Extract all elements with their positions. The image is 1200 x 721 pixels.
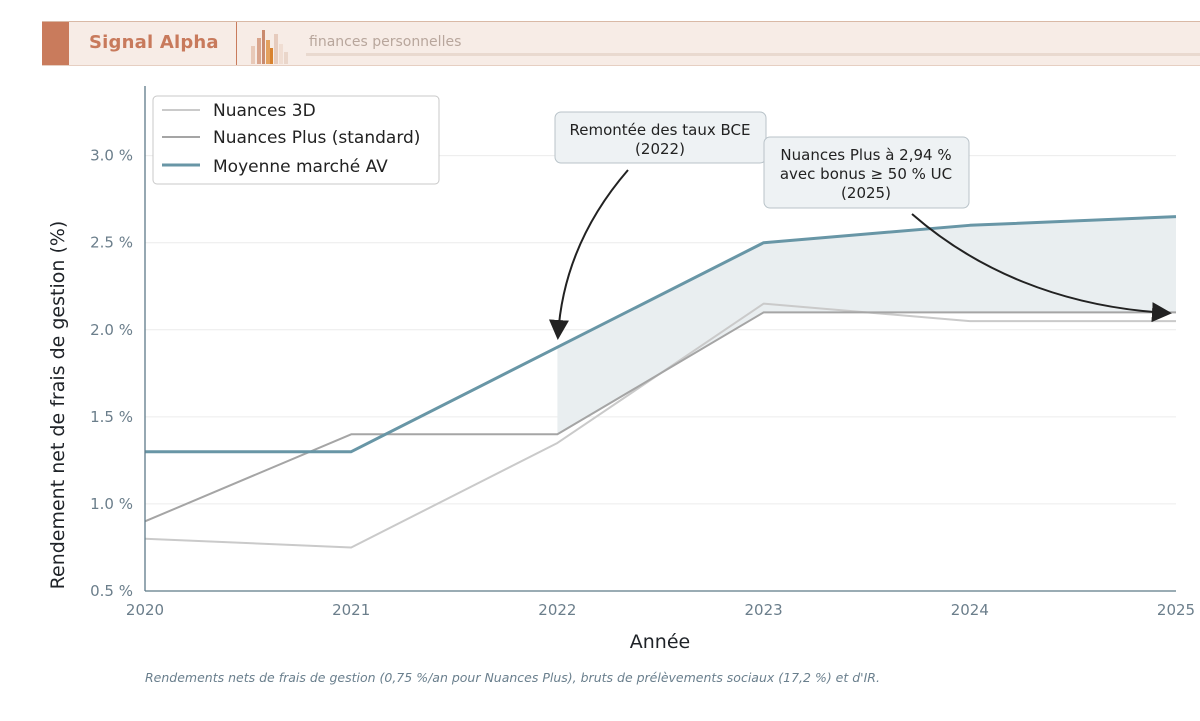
y-tick-label: 1.0 % [90,495,133,513]
annotation-bce-arrow [548,169,629,340]
header-bar: Signal Alpha finances personnelles [42,21,1200,66]
annotation-bce: Remontée des taux BCE (2022) [548,111,767,340]
annotation-bonus-line3: (2025) [841,184,891,202]
y-tick-label: 3.0 % [90,147,133,165]
tagline-rule [306,53,1200,56]
brand-separator [236,22,237,65]
y-tick-label: 2.0 % [90,321,133,339]
bar-chart-logo-icon [251,30,288,64]
x-tick-label: 2020 [126,601,164,619]
brand-color-bar [42,22,69,65]
axes [144,86,1176,592]
y-tick-label: 1.5 % [90,408,133,426]
y-tick-label: 0.5 % [90,582,133,600]
annotation-bonus-line2: avec bonus ≥ 50 % UC [780,165,952,183]
chart-caption: Rendements nets de frais de gestion (0,7… [145,670,880,685]
annotation-bce-line2: (2022) [635,140,685,158]
x-tick-labels: 2020 2021 2022 2023 2024 2025 [126,601,1195,619]
series-line-market [145,215,1177,454]
x-tick-label: 2022 [538,601,576,619]
x-axis-title: Année [630,631,690,653]
annotation-bonus: Nuances Plus à 2,94 % avec bonus ≥ 50 % … [763,136,1172,323]
legend: Nuances 3D Nuances Plus (standard) Moyen… [152,95,440,185]
y-tick-labels: 0.5 % 1.0 % 1.5 % 2.0 % 2.5 % 3.0 % [90,147,133,600]
shaded-gap-area [557,216,1176,435]
line-chart: 0.5 %1.0 %1.5 %2.0 %2.5 %3.0 % 2020 2021 2… [47,86,1195,653]
annotation-bonus-arrow [911,213,1172,323]
series-lines [144,215,1177,549]
brand-name[interactable]: Signal Alpha [89,32,219,53]
annotation-bce-line1: Remontée des taux BCE [570,121,751,139]
x-tick-label: 2024 [951,601,989,619]
legend-label-market: Moyenne marché AV [213,157,388,177]
legend-label-nuances3d: Nuances 3D [213,101,316,121]
y-tick-label: 2.5 % [90,234,133,252]
x-tick-label: 2021 [332,601,370,619]
x-tick-label: 2023 [745,601,783,619]
tagline: finances personnelles [309,34,462,50]
series-line-plus [144,311,1176,523]
y-axis-title: Rendement net de frais de gestion (%) [47,221,69,590]
annotation-bonus-line1: Nuances Plus à 2,94 % [780,146,951,164]
x-tick-label: 2025 [1157,601,1195,619]
legend-label-plus: Nuances Plus (standard) [213,128,420,148]
